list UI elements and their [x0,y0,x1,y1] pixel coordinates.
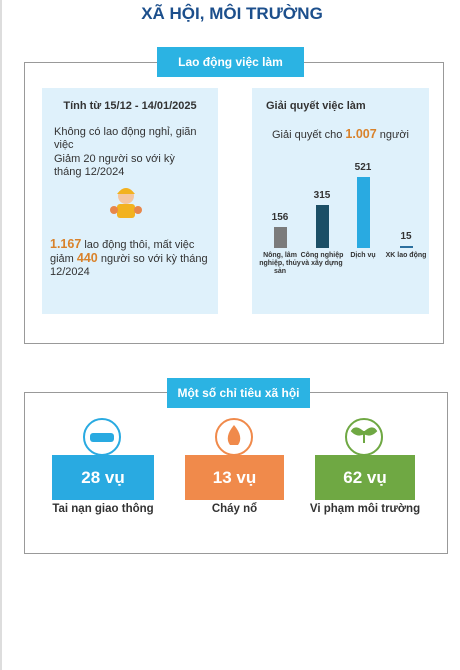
stat-value: 28 vụ [52,455,154,500]
x-tick-label: Nông, lâm nghiệp, thủy sản [259,252,301,275]
social-tab: Một số chỉ tiêu xã hội [167,378,310,408]
chart-panel [252,88,429,314]
value: 440 [76,251,98,265]
text: người [379,129,409,141]
text: 1.167 lao động thôi, mất việc giảm 440 n… [50,238,210,279]
value-label: 315 [313,190,331,202]
worker-icon [110,188,142,218]
period: Tính từ 15/12 - 14/01/2025 [63,100,197,112]
text: Không có lao động nghỉ, giãn việc [54,126,197,151]
stat-label: Cháy nổ [211,503,258,515]
text: người so với kỳ tháng 12/2024 [50,253,208,278]
labor-tab: Lao động việc làm [157,47,304,77]
stat-label: Tai nạn giao thông [52,503,154,515]
stat-value: 13 vụ [185,455,284,500]
bar [273,226,287,248]
bar [356,177,370,248]
text: giảm [50,253,74,265]
value: 1.167 [50,237,82,251]
chart-title: Giải quyết việc làm [266,100,366,112]
x-tick-label: Công nghiệp và xây dựng [300,252,344,267]
text: Giải quyết cho [272,129,343,141]
page-title: XÃ HỘI, MÔI TRƯỜNG [141,4,323,23]
chart-subtitle: Giải quyết cho 1.007 người [252,128,429,142]
value-label: 156 [271,211,289,223]
stat-value: 62 vụ [315,455,415,500]
stat-label: Vi phạm môi trường [309,503,421,515]
value-label: 521 [354,162,372,173]
text: lao động thôi, mất việc [84,239,195,251]
value-label: 15 [400,230,412,242]
bar [315,205,329,248]
x-tick-label: Dịch vụ [350,252,376,259]
bar [399,245,413,248]
chart: 156 Nông, lâm nghiệp, thủy sản 315 Công ngh… [252,88,429,314]
value: 1.007 [345,127,377,141]
text: Giảm 20 người so với kỳ tháng 12/2024 [54,153,175,178]
icons [83,418,383,456]
x-tick-label: XK lao động [385,252,427,259]
